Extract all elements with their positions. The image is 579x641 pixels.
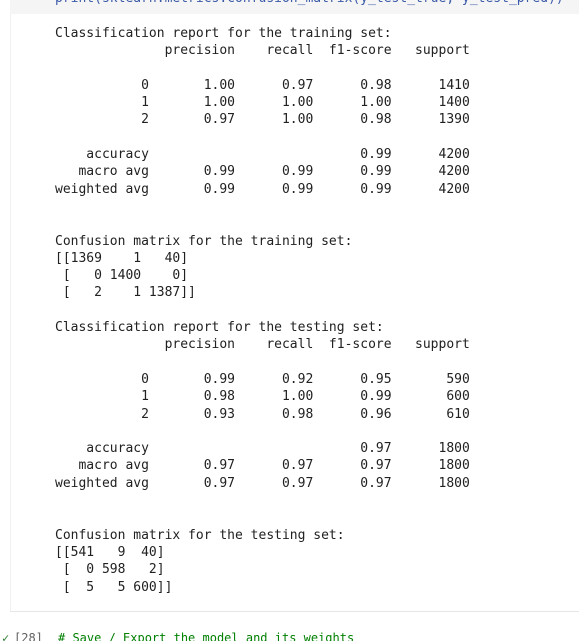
next-cell-code-line: # Save / Export the model and its weight… bbox=[58, 631, 355, 641]
cell-divider bbox=[10, 611, 579, 612]
check-icon: ✓ bbox=[2, 631, 10, 641]
previous-code-cell[interactable]: print(sklearn.metrics.confusion_matrix(y… bbox=[10, 0, 579, 15]
next-code-cell[interactable]: ✓ [28] # Save / Export the model and its… bbox=[0, 624, 579, 641]
classification-output-text: Classification report for the training s… bbox=[55, 26, 470, 595]
cell-output-area: Classification report for the training s… bbox=[10, 14, 579, 611]
previous-code-line: print(sklearn.metrics.confusion_matrix(y… bbox=[55, 0, 564, 6]
execution-count-prompt: [28] bbox=[14, 631, 43, 641]
